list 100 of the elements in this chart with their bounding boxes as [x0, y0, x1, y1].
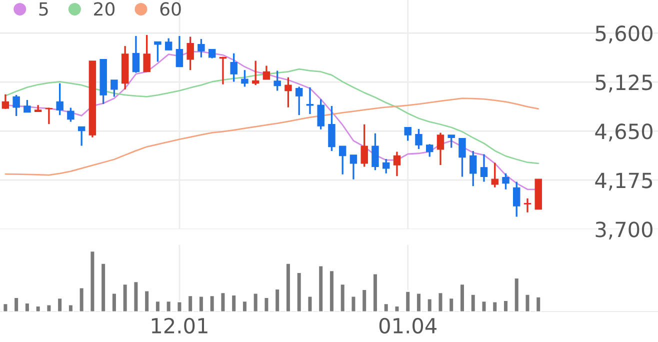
candlestick	[372, 132, 379, 171]
candlestick	[317, 98, 324, 130]
bar	[176, 300, 183, 312]
candlestick	[219, 56, 227, 86]
candlestick	[480, 153, 488, 183]
bar	[24, 302, 30, 312]
y-tick-label: 4,650	[595, 124, 652, 142]
candlestick	[56, 82, 64, 116]
bar	[187, 294, 194, 312]
bar	[404, 290, 411, 312]
bar	[144, 290, 150, 312]
candlestick	[295, 86, 303, 116]
candlestick	[262, 64, 270, 80]
bar	[198, 295, 204, 312]
bar	[89, 250, 96, 312]
bar	[100, 262, 106, 312]
legend-label: 60	[160, 2, 181, 16]
bar	[350, 295, 357, 312]
bar	[2, 302, 9, 312]
candlestick	[241, 69, 248, 88]
candlestick	[274, 70, 281, 92]
bar	[394, 305, 400, 312]
candlestick	[448, 134, 455, 149]
bar	[68, 304, 74, 312]
legend-label: 20	[94, 2, 115, 16]
bar	[492, 300, 498, 312]
candlestick	[284, 76, 292, 108]
bar	[154, 300, 161, 312]
line-series	[4, 98, 540, 176]
candlestick	[469, 150, 477, 187]
bar	[480, 300, 488, 312]
candlestick	[426, 143, 434, 158]
candlestick	[328, 105, 336, 152]
bar	[416, 292, 422, 312]
bar	[459, 283, 466, 312]
candlestick	[143, 34, 150, 73]
bar	[470, 294, 476, 312]
x-tick-label: 12.01	[152, 318, 208, 334]
candlestick	[2, 94, 10, 110]
candlestick	[404, 126, 412, 142]
candlestick	[415, 128, 422, 150]
y-tick-label: 3,700	[596, 222, 652, 240]
candlestick	[338, 145, 346, 176]
candlestick	[360, 124, 368, 168]
bar	[13, 296, 20, 312]
bar	[296, 272, 302, 312]
bar	[426, 298, 433, 312]
bar	[242, 300, 248, 312]
bar	[132, 280, 140, 312]
bar	[208, 294, 216, 312]
bar	[437, 292, 444, 312]
bar	[252, 292, 259, 312]
candlestick	[67, 106, 74, 123]
bar	[263, 296, 270, 312]
candlestick	[110, 79, 118, 98]
bar	[56, 297, 63, 312]
candlestick	[164, 37, 172, 51]
bar	[372, 272, 378, 312]
candlestick	[491, 162, 498, 188]
candlestick	[252, 60, 260, 86]
y-tick-label: 4,175	[595, 172, 652, 190]
candlestick	[132, 35, 140, 74]
bar	[122, 283, 128, 312]
candlestick	[382, 158, 390, 174]
candlestick	[524, 198, 532, 214]
candlestick	[24, 99, 31, 114]
candlestick	[513, 180, 520, 218]
candlestick	[436, 132, 444, 166]
y-tick-label: 5,125	[596, 74, 652, 92]
bar	[328, 270, 335, 312]
bar	[502, 300, 509, 312]
bar	[524, 294, 531, 312]
candlestick	[78, 126, 86, 147]
bar	[220, 292, 226, 312]
candlestick	[350, 154, 358, 180]
candlestick	[176, 35, 184, 68]
bar	[535, 296, 542, 312]
candlestick	[230, 52, 238, 83]
candlestick	[502, 172, 510, 190]
candlestick	[198, 38, 205, 58]
bar	[448, 297, 454, 312]
bar	[318, 264, 324, 312]
bar	[382, 302, 390, 312]
line-series	[4, 68, 540, 164]
x-tick-label: 01.04	[379, 318, 437, 334]
candlestick	[12, 94, 20, 117]
bar	[513, 277, 520, 312]
bar	[34, 305, 42, 312]
legend-label: 5	[39, 2, 48, 16]
bar	[46, 304, 52, 312]
y-tick-label: 5,600	[596, 25, 652, 44]
bar	[78, 286, 85, 312]
bar	[230, 294, 237, 312]
bar	[339, 283, 346, 312]
bar	[285, 262, 292, 312]
candlestick	[393, 150, 401, 177]
bar	[361, 288, 368, 312]
bar	[306, 295, 314, 312]
bar	[111, 292, 118, 312]
bar	[274, 288, 280, 312]
